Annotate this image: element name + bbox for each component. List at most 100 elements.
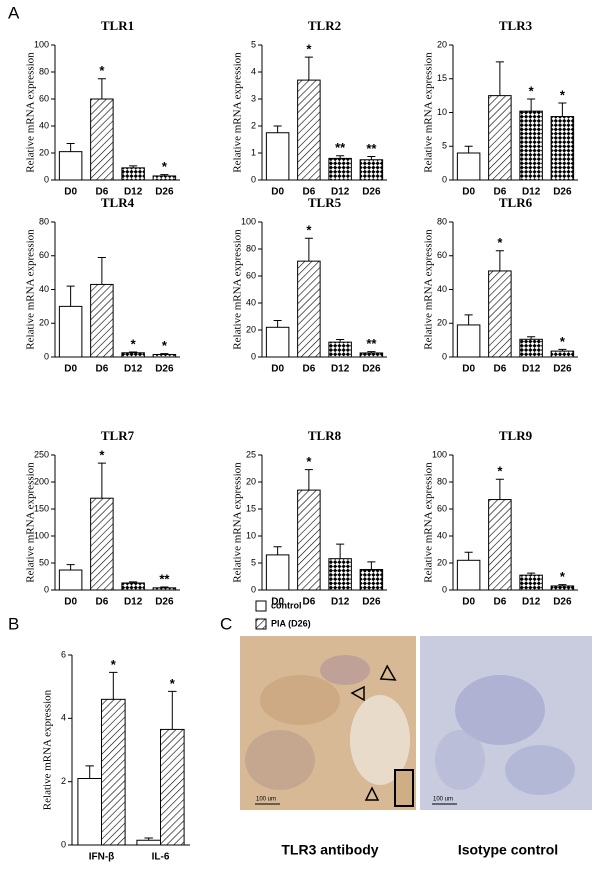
y-tick-label: 6 [61, 649, 66, 659]
bar [550, 585, 575, 591]
bar [550, 350, 575, 358]
micrograph: 100 um [240, 636, 416, 810]
error-bar [464, 145, 473, 153]
bar [90, 497, 114, 591]
x-tick-label: D6 [302, 364, 315, 375]
significance: * [529, 83, 535, 98]
x-tick-label: D6 [95, 364, 108, 375]
error-bar [97, 462, 106, 499]
significance: * [99, 63, 105, 78]
y-tick-label: 40 [39, 284, 49, 294]
x-tick-label: D26 [362, 597, 381, 608]
y-tick-label: 0 [44, 351, 49, 361]
bar [550, 116, 575, 181]
y-tick-label: 40 [437, 284, 447, 294]
y-tick-label: 80 [246, 243, 256, 253]
y-axis-label: Relative mRNA expression [423, 462, 435, 583]
image-caption: TLR3 antibody [281, 842, 378, 858]
chart-title: TLR6 [499, 195, 533, 210]
error-bar [97, 78, 106, 99]
bar [328, 341, 352, 358]
y-tick-label: 60 [437, 503, 447, 513]
y-tick-label: 0 [442, 351, 447, 361]
y-tick-label: 5 [442, 141, 447, 151]
error-bar [367, 156, 376, 160]
y-tick-label: 40 [437, 530, 447, 540]
legend-swatch [255, 618, 267, 630]
chart-title: TLR4 [101, 195, 135, 210]
y-tick-label: 0 [61, 839, 66, 849]
y-tick-label: 15 [246, 503, 256, 513]
y-tick-label: 100 [432, 449, 447, 459]
x-tick-label: D26 [362, 187, 381, 198]
y-tick-label: 0 [251, 584, 256, 594]
y-tick-label: 0 [442, 174, 447, 184]
x-tick-label: D12 [331, 364, 350, 375]
y-tick-label: 25 [246, 449, 256, 459]
panel-label: C [220, 614, 232, 633]
y-axis-label: Relative mRNA expression [25, 229, 37, 350]
y-tick-label: 5 [251, 557, 256, 567]
image-caption: Isotype control [458, 842, 558, 858]
y-tick-label: 60 [246, 270, 256, 280]
error-bar [464, 551, 473, 561]
scale-bar-label: 100 um [256, 797, 276, 803]
y-tick-label: 20 [437, 39, 447, 49]
chart-title: TLR7 [101, 428, 135, 443]
x-tick-label: D6 [95, 597, 108, 608]
error-bar [464, 314, 473, 325]
x-tick-label: D26 [553, 597, 572, 608]
bar [121, 582, 145, 591]
bar [456, 324, 481, 358]
y-tick-label: 40 [39, 120, 49, 130]
error-bar [144, 837, 153, 841]
y-tick-label: 60 [39, 250, 49, 260]
x-tick-label: D12 [124, 364, 143, 375]
y-axis-label: Relative mRNA expression [232, 462, 244, 583]
y-tick-label: 50 [39, 557, 49, 567]
significance: * [560, 569, 566, 584]
error-bar [168, 690, 177, 730]
y-tick-label: 10 [437, 107, 447, 117]
x-tick-label: D26 [553, 187, 572, 198]
bar [488, 270, 512, 358]
y-tick-label: 2 [61, 776, 66, 786]
y-tick-label: 150 [34, 503, 49, 513]
y-tick-label: 80 [437, 216, 447, 226]
y-tick-label: 0 [44, 174, 49, 184]
x-tick-label: D12 [522, 597, 541, 608]
chart-title: TLR8 [308, 428, 342, 443]
x-tick-label: D0 [64, 364, 77, 375]
x-tick-label: D12 [331, 187, 350, 198]
error-bar [367, 351, 376, 353]
y-tick-label: 100 [241, 216, 256, 226]
error-bar [129, 581, 138, 583]
error-bar [273, 125, 282, 133]
y-tick-label: 20 [437, 318, 447, 328]
bar [136, 839, 161, 846]
x-tick-label: D26 [362, 364, 381, 375]
legend-label: control [271, 600, 302, 610]
y-axis-label: Relative mRNA expression [25, 52, 37, 173]
y-tick-label: 20 [246, 324, 256, 334]
error-bar [336, 338, 345, 343]
error-bar [66, 285, 75, 307]
error-bar [97, 256, 106, 285]
significance: * [306, 42, 312, 57]
panel-label: B [8, 614, 19, 633]
bar [297, 260, 321, 358]
error-bar [129, 165, 138, 168]
y-tick-label: 60 [437, 250, 447, 260]
error-bar [85, 765, 94, 779]
bar [152, 175, 177, 181]
y-tick-label: 250 [34, 449, 49, 459]
x-tick-label: D26 [155, 364, 174, 375]
y-tick-label: 0 [251, 351, 256, 361]
error-bar [160, 353, 169, 355]
y-tick-label: 5 [251, 39, 256, 49]
error-bar [495, 250, 504, 271]
bar [265, 132, 290, 181]
y-tick-label: 2 [251, 120, 256, 130]
y-tick-label: 60 [39, 93, 49, 103]
